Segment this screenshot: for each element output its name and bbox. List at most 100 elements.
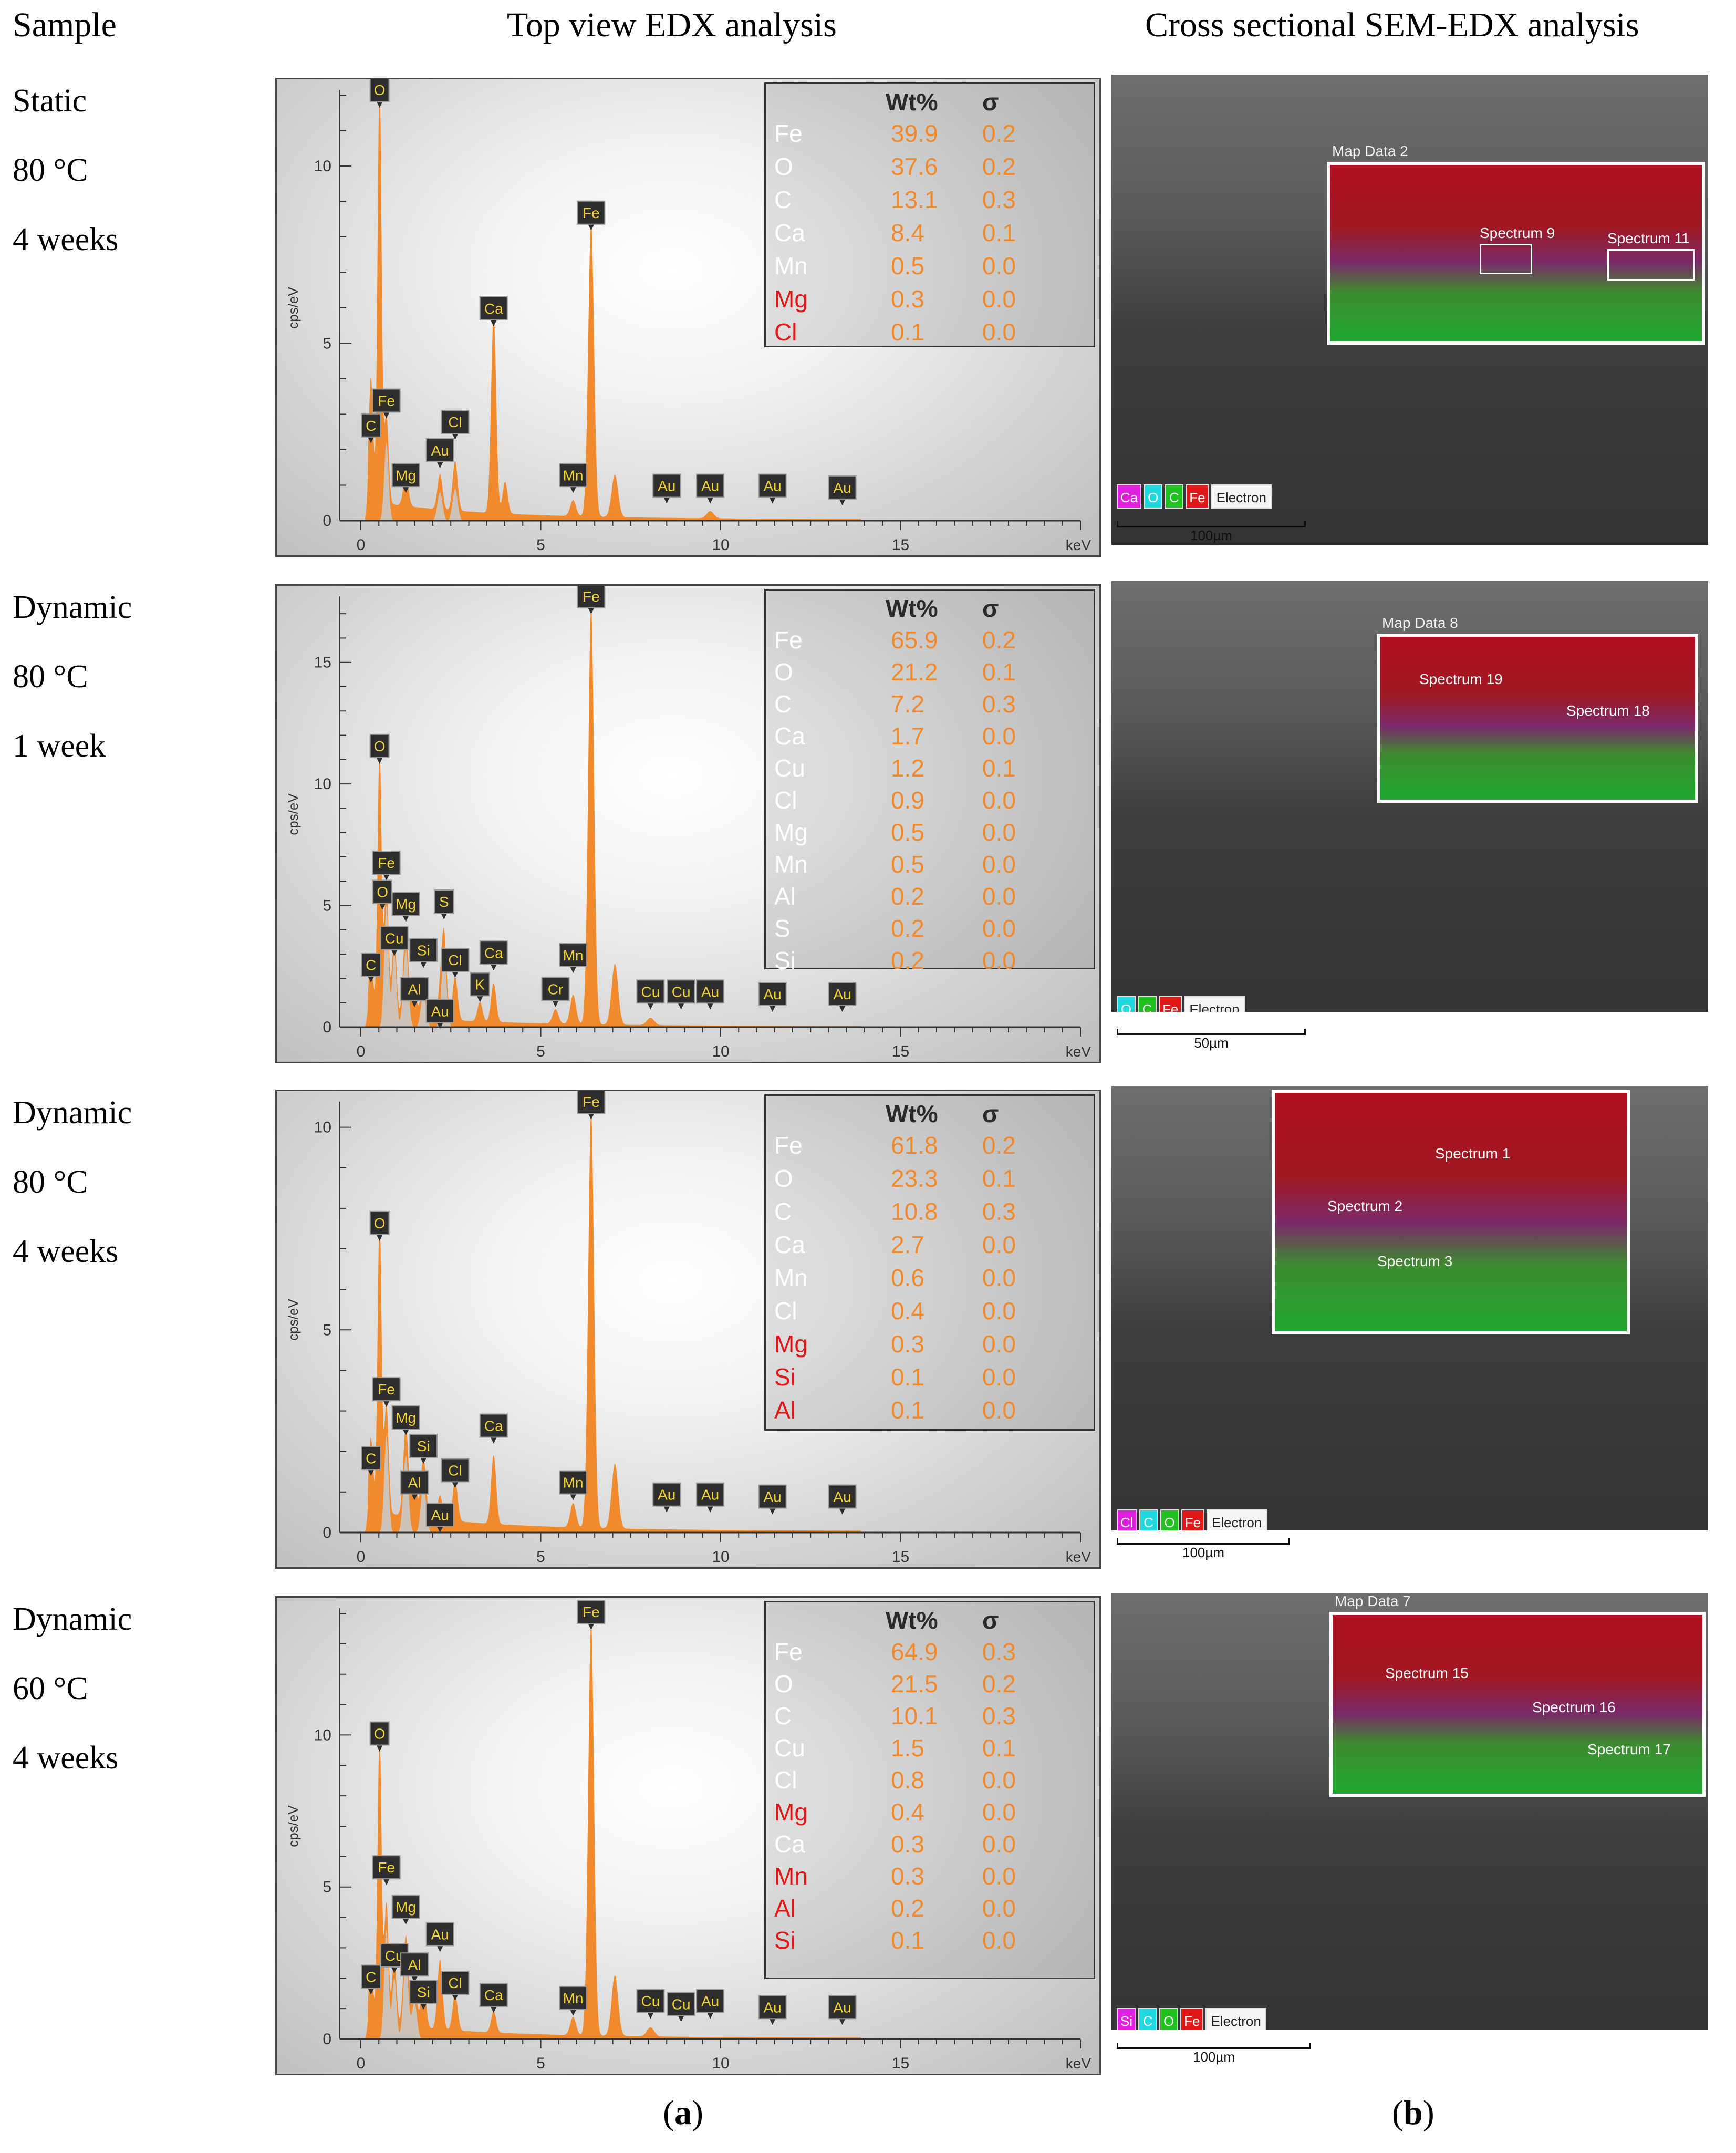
element: O: [774, 1670, 793, 1697]
scale-bar: 100µm: [1117, 2043, 1311, 2065]
sigma-value: 0.0: [982, 1330, 1016, 1358]
peak-label-text: Au: [701, 478, 719, 494]
spectrum-label: Spectrum 17: [1587, 1741, 1671, 1757]
sigma-value: 0.0: [982, 1396, 1016, 1424]
peak-label-text: Mg: [396, 467, 416, 483]
wt-header: Wt%: [886, 1607, 938, 1634]
x-tick-label: 10: [712, 2055, 729, 2072]
table-row: C 7.2 0.3: [766, 688, 1094, 720]
scale-bar-label: 50µm: [1194, 1035, 1229, 1051]
peak-label: Au: [696, 473, 725, 504]
wt-value: 2.7: [891, 1231, 924, 1258]
row1-label-2: 80 °C: [13, 152, 88, 188]
top-view-header: Top view EDX analysis: [507, 6, 837, 44]
peak-label-text: Mn: [563, 1990, 584, 2006]
peak-label: Fe: [372, 388, 401, 419]
table-row: O 23.3 0.1: [766, 1163, 1094, 1194]
peak-label-text: Cu: [672, 984, 691, 1000]
sigma-value: 0.3: [982, 186, 1016, 213]
element: S: [774, 915, 791, 942]
table-row: Mn 0.5 0.0: [766, 250, 1094, 282]
wt-value: 0.8: [891, 1766, 924, 1794]
table-row: Fe 61.8 0.2: [766, 1130, 1094, 1161]
peak-label: Mg: [391, 1405, 420, 1436]
wt-value: 0.1: [891, 1363, 924, 1391]
peak-label-text: Fe: [583, 1094, 600, 1110]
element-legend: Cl C O Fe Electron: [1117, 1509, 1267, 1530]
x-tick-label: 5: [536, 1548, 545, 1566]
table-row: Mg 0.4 0.0: [766, 1796, 1094, 1828]
legend-chip: Fe: [1159, 996, 1182, 1012]
peak-label-text: Al: [408, 981, 421, 998]
x-tick-label: 10: [712, 536, 729, 554]
edx-spectrum-dynamic-80c-1w: 0 5 10 15 keV 0 5 10 15 cps/eV Fe O Fe O Mg S Cu Si Cl Ca Mn…: [275, 584, 1101, 1063]
peak-label-text: Mn: [563, 1475, 584, 1491]
x-axis-label: keV: [1066, 1549, 1092, 1565]
peak-label: Mn: [559, 1470, 588, 1500]
table-header: Wt% σ: [766, 1098, 1094, 1130]
x-tick-label: 0: [357, 1548, 366, 1566]
sigma-value: 0.0: [982, 1297, 1016, 1324]
peak-label: Mn: [559, 1985, 588, 2016]
element: Cu: [774, 1734, 805, 1762]
scale-bar-line: [1117, 1538, 1290, 1545]
sigma-value: 0.2: [982, 626, 1016, 654]
peak-label-text: Cl: [448, 414, 462, 430]
peak-label: Mg: [391, 1895, 420, 1925]
sem-edx-panel-2: Map Data 8 Spectrum 19 Spectrum 18 O C F…: [1111, 581, 1708, 1012]
x-axis-label: keV: [1066, 1043, 1092, 1060]
composition-table: Wt% σ Fe 39.9 0.2 O 37.6 0.2 C 13.1 0.3 Ca 8.4 0.1 Mn 0…: [764, 82, 1095, 347]
legend-chip: C: [1138, 2008, 1158, 2030]
peak-label: Au: [425, 1922, 454, 1952]
peak-label: Cl: [441, 1458, 470, 1488]
peak-label: Fe: [577, 586, 606, 614]
wt-value: 0.5: [891, 819, 924, 846]
wt-value: 0.2: [891, 883, 924, 910]
caption-a: (a): [663, 2093, 703, 2133]
peak-label-text: Fe: [583, 1604, 600, 1620]
peak-label: Fe: [577, 200, 606, 231]
wt-value: 0.4: [891, 1297, 924, 1324]
row2-labels: Dynamic 80 °C 1 week: [13, 573, 132, 781]
peak-label-text: Cl: [448, 1462, 462, 1478]
peak-label: Au: [828, 1995, 857, 2025]
legend-chip: Fe: [1186, 484, 1209, 509]
y-axis-label: cps/eV: [285, 287, 301, 329]
peak-label-text: K: [475, 976, 485, 992]
wt-value: 0.6: [891, 1264, 924, 1291]
sigma-value: 0.2: [982, 1670, 1016, 1697]
peak-label-text: C: [366, 1450, 376, 1466]
element: Mn: [774, 851, 808, 878]
sigma-value: 0.0: [982, 1927, 1016, 1954]
peak-label: S: [434, 889, 454, 920]
x-tick-label: 0: [357, 1043, 366, 1060]
peak-label: Cu: [636, 1989, 665, 2019]
table-row: O 21.2 0.1: [766, 656, 1094, 688]
wt-value: 10.8: [891, 1198, 938, 1225]
sigma-header: σ: [982, 595, 999, 622]
wt-value: 0.5: [891, 851, 924, 878]
peak-label-text: Au: [431, 1926, 449, 1942]
peak-label-text: Mg: [396, 896, 416, 913]
peak-label: Mg: [391, 463, 420, 493]
peak-label-text: Au: [431, 1003, 449, 1019]
caption-a-letter: a: [674, 2094, 692, 2132]
legend-chip: Fe: [1181, 1509, 1204, 1530]
x-tick-label: 15: [892, 1548, 909, 1566]
peak-label: O: [369, 1210, 390, 1241]
wt-header: Wt%: [886, 595, 938, 622]
scale-bar: 50µm: [1117, 1029, 1306, 1051]
sigma-value: 0.3: [982, 1638, 1016, 1665]
wt-value: 61.8: [891, 1132, 938, 1159]
map-title: Map Data 8: [1382, 615, 1458, 631]
x-axis-label: keV: [1066, 537, 1092, 553]
element: Ca: [774, 219, 805, 246]
sigma-value: 0.0: [982, 1264, 1016, 1291]
sigma-value: 0.2: [982, 153, 1016, 180]
table-row: Cu 1.5 0.1: [766, 1732, 1094, 1764]
row2-label-3: 1 week: [13, 728, 106, 764]
element: Fe: [774, 1132, 803, 1159]
peak-label: Al: [400, 1470, 429, 1500]
peak-label-text: Au: [701, 1993, 719, 2010]
peak-label: Au: [828, 981, 857, 1012]
